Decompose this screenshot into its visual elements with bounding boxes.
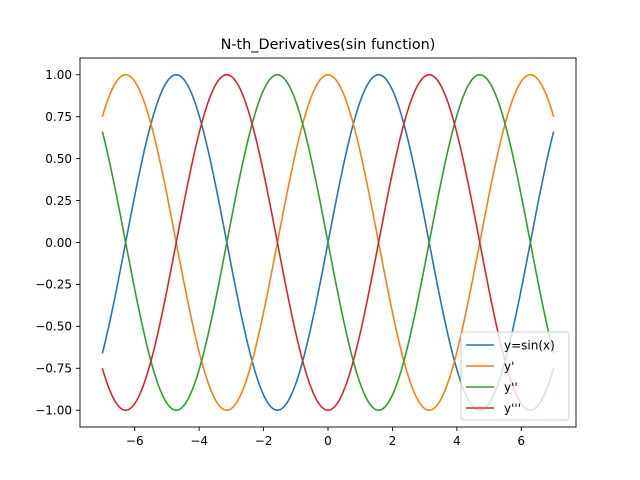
legend-box [460, 331, 570, 421]
legend-label-3: y'' [504, 380, 518, 394]
y-tick-label: −0.75 [35, 362, 72, 376]
x-axis: −6 −4 −2 0 2 4 6 [126, 427, 525, 448]
legend-label-2: y' [504, 359, 514, 373]
x-tick-label: −4 [190, 434, 208, 448]
x-tick-label: −6 [126, 434, 144, 448]
series-line-2 [101, 73, 555, 412]
y-tick-label: 0.25 [45, 194, 72, 208]
x-tick-label: 0 [324, 434, 332, 448]
x-tick-label: 2 [389, 434, 397, 448]
y-tick-label: 0.50 [45, 152, 72, 166]
chart-title: N-th_Derivatives(sin function) [221, 37, 436, 53]
y-tick-label: 0.00 [45, 236, 72, 250]
y-tick-label: −1.00 [35, 404, 72, 418]
series-line-3 [101, 73, 555, 412]
y-axis: −1.00 −0.75 −0.50 −0.25 0.00 0.25 0.50 0.75 1.00 [35, 68, 80, 418]
y-tick-label: 0.75 [45, 110, 72, 124]
y-tick-label: −0.25 [35, 278, 72, 292]
legend-label-1: y=sin(x) [504, 338, 555, 352]
y-tick-label: 1.00 [45, 68, 72, 82]
x-tick-label: 4 [453, 434, 461, 448]
x-tick-label: −2 [255, 434, 273, 448]
legend-label-4: y''' [504, 401, 521, 415]
y-tick-label: −0.50 [35, 320, 72, 334]
legend: y=sin(x) y' y'' y''' [460, 331, 570, 421]
x-tick-label: 6 [517, 434, 525, 448]
series-line-4 [101, 73, 555, 412]
